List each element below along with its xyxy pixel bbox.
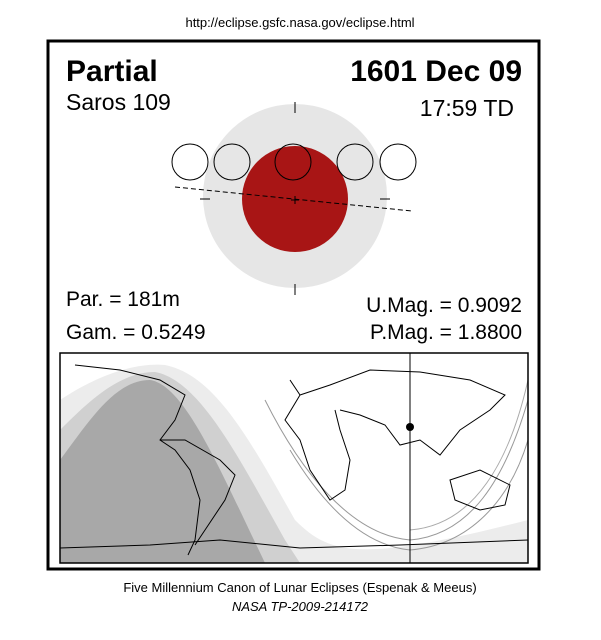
- eclipse-type: Partial: [66, 55, 158, 88]
- umbral-magnitude: U.Mag. = 0.9092: [366, 294, 522, 317]
- penumbral-magnitude: P.Mag. = 1.8800: [370, 321, 522, 344]
- saros: Saros 109: [66, 89, 171, 115]
- time: 17:59 TD: [420, 95, 514, 121]
- moon-positions: [171, 143, 417, 181]
- url: http://eclipse.gsfc.nasa.gov/eclipse.htm…: [185, 15, 414, 30]
- eclipse-date: 1601 Dec 09: [350, 55, 522, 88]
- visibility-map: [59, 352, 529, 564]
- canon-credit: Five Millennium Canon of Lunar Eclipses …: [123, 580, 476, 595]
- duration: Par. = 181m: [66, 288, 180, 311]
- eclipse-geometry: [171, 102, 417, 295]
- gamma: Gam. = 0.5249: [66, 321, 206, 344]
- report-number: NASA TP-2009-214172: [232, 599, 369, 614]
